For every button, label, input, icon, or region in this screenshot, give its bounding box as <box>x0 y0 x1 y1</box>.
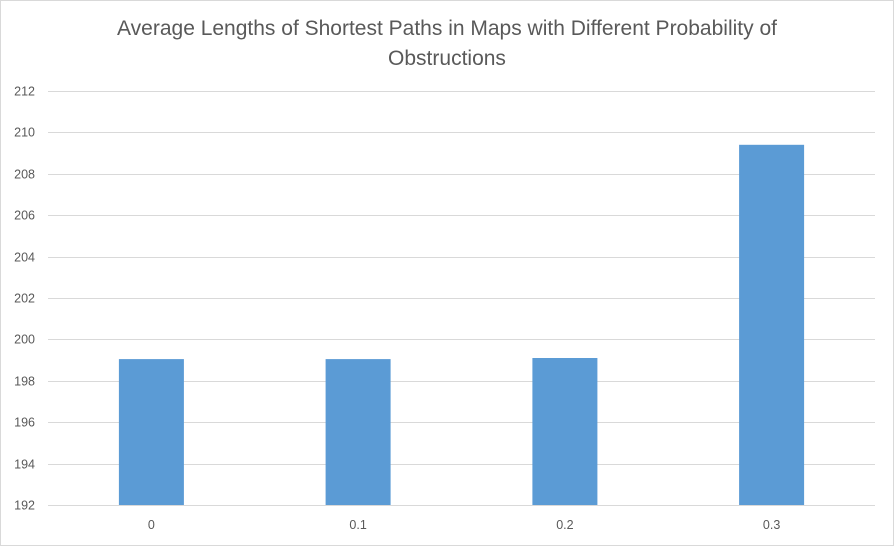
y-tick-label: 212 <box>14 85 35 99</box>
bar-0.1 <box>325 359 391 505</box>
y-tick-label: 194 <box>14 458 35 472</box>
x-tick-label: 0 <box>148 518 155 532</box>
x-axis-tick-labels: 0 0.1 0.2 0.3 <box>148 518 780 532</box>
y-tick-label: 204 <box>14 251 35 265</box>
bar-0 <box>118 359 184 505</box>
y-tick-label: 206 <box>14 209 35 223</box>
y-tick-label: 202 <box>14 292 35 306</box>
x-tick-label: 0.1 <box>349 518 366 532</box>
y-tick-label: 196 <box>14 416 35 430</box>
x-tick-label: 0.3 <box>763 518 780 532</box>
y-tick-label: 192 <box>14 499 35 513</box>
bars <box>118 144 805 506</box>
y-tick-label: 210 <box>14 126 35 140</box>
gridlines <box>48 91 875 506</box>
chart-title: Average Lengths of Shortest Paths in Map… <box>117 17 777 70</box>
y-tick-label: 198 <box>14 375 35 389</box>
bar-0.2 <box>532 358 598 505</box>
y-tick-label: 200 <box>14 333 35 347</box>
y-tick-label: 208 <box>14 168 35 182</box>
x-tick-label: 0.2 <box>556 518 573 532</box>
bar-0.3 <box>739 144 805 506</box>
y-axis-tick-labels: 192 194 196 198 200 202 204 206 208 210 212 <box>14 85 35 513</box>
